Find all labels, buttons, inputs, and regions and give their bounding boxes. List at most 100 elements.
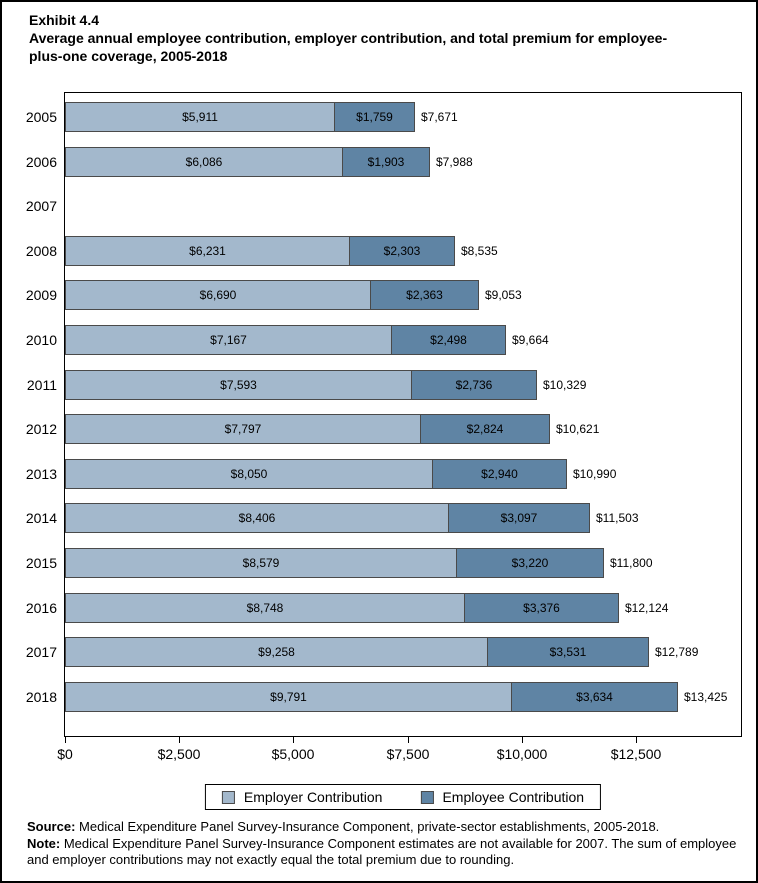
bar-row-2011: 2011 $7,593 $2,736 $10,329 bbox=[27, 369, 741, 400]
bar-row-2007: 2007 bbox=[26, 191, 741, 221]
bar-value-label: $3,220 bbox=[511, 556, 549, 570]
bar-row-2006: 2006 $6,086 $1,903 $7,988 bbox=[26, 146, 741, 177]
bar-total-label: $11,800 bbox=[610, 556, 653, 570]
bar-segment-employee: $3,220 bbox=[456, 548, 604, 578]
x-axis-tick bbox=[408, 737, 409, 743]
bar-value-label: $1,903 bbox=[367, 154, 405, 169]
note-line: Note: Medical Expenditure Panel Survey-I… bbox=[27, 836, 739, 868]
bar-value-label: $8,050 bbox=[230, 466, 268, 481]
bar-row-2015: 2015 $8,579 $3,220 $11,800 bbox=[26, 548, 741, 578]
legend-swatch-icon bbox=[420, 790, 434, 804]
bar-segment-employee: $2,498 bbox=[391, 325, 506, 355]
legend-swatch-icon bbox=[221, 790, 235, 804]
chart-title: Average annual employee contribution, em… bbox=[29, 30, 668, 64]
bar-segment-employer: $9,791 bbox=[65, 681, 512, 712]
legend: Employer Contribution Employee Contributi… bbox=[204, 784, 602, 810]
bar-segment-employer: $6,086 bbox=[65, 146, 343, 177]
x-axis-tick-label: $7,500 bbox=[386, 746, 430, 762]
bar-segment-employee: $3,531 bbox=[487, 637, 649, 668]
bar-segment-employer: $5,911 bbox=[65, 102, 335, 132]
bar-segment-employee: $2,363 bbox=[370, 280, 479, 311]
bar-segment-employee: $1,903 bbox=[342, 146, 430, 177]
year-label: 2018 bbox=[25, 688, 57, 705]
year-label: 2006 bbox=[25, 153, 57, 170]
x-axis-tick-label: $5,000 bbox=[271, 746, 315, 762]
bar-row-2013: 2013 $8,050 $2,940 $10,990 bbox=[26, 458, 741, 489]
bar-total-label: $12,789 bbox=[655, 645, 699, 660]
bar-total-label: $10,990 bbox=[573, 466, 617, 481]
bar-total-label: $12,124 bbox=[625, 600, 669, 615]
x-axis-tick-label: $2,500 bbox=[157, 746, 201, 762]
bar-value-label: $6,690 bbox=[199, 288, 237, 303]
footnotes: Source: Medical Expenditure Panel Survey… bbox=[27, 819, 739, 869]
bar-total-label: $9,053 bbox=[485, 288, 522, 303]
bar-value-label: $3,634 bbox=[576, 689, 613, 704]
bar-value-label: $8,748 bbox=[246, 600, 284, 615]
bar-total-label: $10,621 bbox=[556, 422, 600, 437]
legend-label: Employee Contribution bbox=[442, 789, 585, 805]
bar-value-label: $3,376 bbox=[523, 600, 560, 615]
bar-value-label: $7,593 bbox=[220, 377, 257, 392]
bar-segment-employer: $8,579 bbox=[65, 548, 457, 578]
x-axis-tick-label: $12,500 bbox=[610, 746, 662, 762]
bar-segment-employer: $8,406 bbox=[65, 503, 449, 534]
bar-total-label: $7,671 bbox=[421, 110, 458, 124]
exhibit-label: Exhibit 4.4 bbox=[29, 12, 100, 28]
x-axis-tick bbox=[179, 737, 180, 743]
bar-total-label: $13,425 bbox=[684, 689, 728, 704]
bar-segment-employee: $1,759 bbox=[334, 102, 415, 132]
bar-segment-employee: $2,824 bbox=[420, 414, 550, 445]
bar-segment-employer: $6,231 bbox=[65, 235, 350, 266]
year-label: 2012 bbox=[25, 421, 57, 438]
bar-value-label: $2,363 bbox=[406, 288, 443, 303]
bar-value-label: $2,736 bbox=[455, 377, 493, 392]
source-text: Medical Expenditure Panel Survey-Insuran… bbox=[79, 819, 660, 834]
bar-total-label: $7,988 bbox=[436, 154, 473, 169]
bar-segment-employer: $8,050 bbox=[65, 458, 433, 489]
bar-total-label: $10,329 bbox=[543, 377, 587, 392]
bar-value-label: $5,911 bbox=[182, 110, 218, 124]
bar-row-2009: 2009 $6,690 $2,363 $9,053 bbox=[26, 280, 741, 311]
bar-total-label: $11,503 bbox=[596, 511, 639, 526]
bar-value-label: $3,531 bbox=[549, 645, 587, 660]
x-axis-tick bbox=[522, 737, 523, 743]
bar-segment-employer: $8,748 bbox=[65, 592, 465, 623]
note-label: Note: bbox=[27, 836, 61, 851]
bar-value-label: $2,824 bbox=[466, 422, 504, 437]
year-label: 2007 bbox=[25, 198, 57, 215]
bar-segment-employer: $7,167 bbox=[65, 325, 392, 355]
bar-value-label: $1,759 bbox=[356, 110, 393, 124]
bar-value-label: $3,097 bbox=[500, 511, 538, 526]
year-label: 2011 bbox=[26, 376, 57, 393]
bar-row-2014: 2014 $8,406 $3,097 $11,503 bbox=[26, 503, 741, 534]
bar-segment-employee: $3,376 bbox=[464, 592, 619, 623]
legend-item: Employee Contribution bbox=[420, 789, 584, 805]
bar-segment-employee: $3,634 bbox=[511, 681, 678, 712]
bar-row-2008: 2008 $6,231 $2,303 $8,535 bbox=[26, 235, 741, 266]
bar-value-label: $2,303 bbox=[383, 243, 421, 258]
x-axis-tick bbox=[636, 737, 637, 743]
x-axis-tick-label: $10,000 bbox=[496, 746, 548, 762]
year-label: 2010 bbox=[25, 332, 57, 348]
year-label: 2013 bbox=[25, 465, 57, 482]
year-label: 2016 bbox=[25, 599, 57, 616]
bar-segment-employee: $2,736 bbox=[411, 369, 537, 400]
bar-value-label: $9,258 bbox=[258, 645, 295, 660]
plot-area: 2005 $5,911 $1,759 $7,671 2006 $6,086 $1,903 $7… bbox=[26, 92, 742, 762]
year-label: 2009 bbox=[25, 287, 57, 304]
bar-segment-employee: $3,097 bbox=[448, 503, 590, 534]
year-label: 2014 bbox=[25, 510, 57, 527]
bar-row-2016: 2016 $8,748 $3,376 $12,124 bbox=[26, 592, 741, 623]
bar-value-label: $8,579 bbox=[242, 556, 280, 570]
x-axis-tick-label: $0 bbox=[57, 746, 73, 762]
year-label: 2017 bbox=[25, 644, 57, 661]
x-axis-tick bbox=[293, 737, 294, 743]
bar-total-label: $9,664 bbox=[512, 333, 549, 347]
bar-value-label: $2,940 bbox=[481, 466, 518, 481]
bar-segment-employer: $7,593 bbox=[65, 369, 412, 400]
year-label: 2008 bbox=[25, 242, 57, 259]
bar-row-2012: 2012 $7,797 $2,824 $10,621 bbox=[26, 414, 741, 445]
bar-segment-employer: $7,797 bbox=[65, 414, 421, 445]
title-block: Exhibit 4.4 Average annual employee cont… bbox=[29, 11, 694, 65]
